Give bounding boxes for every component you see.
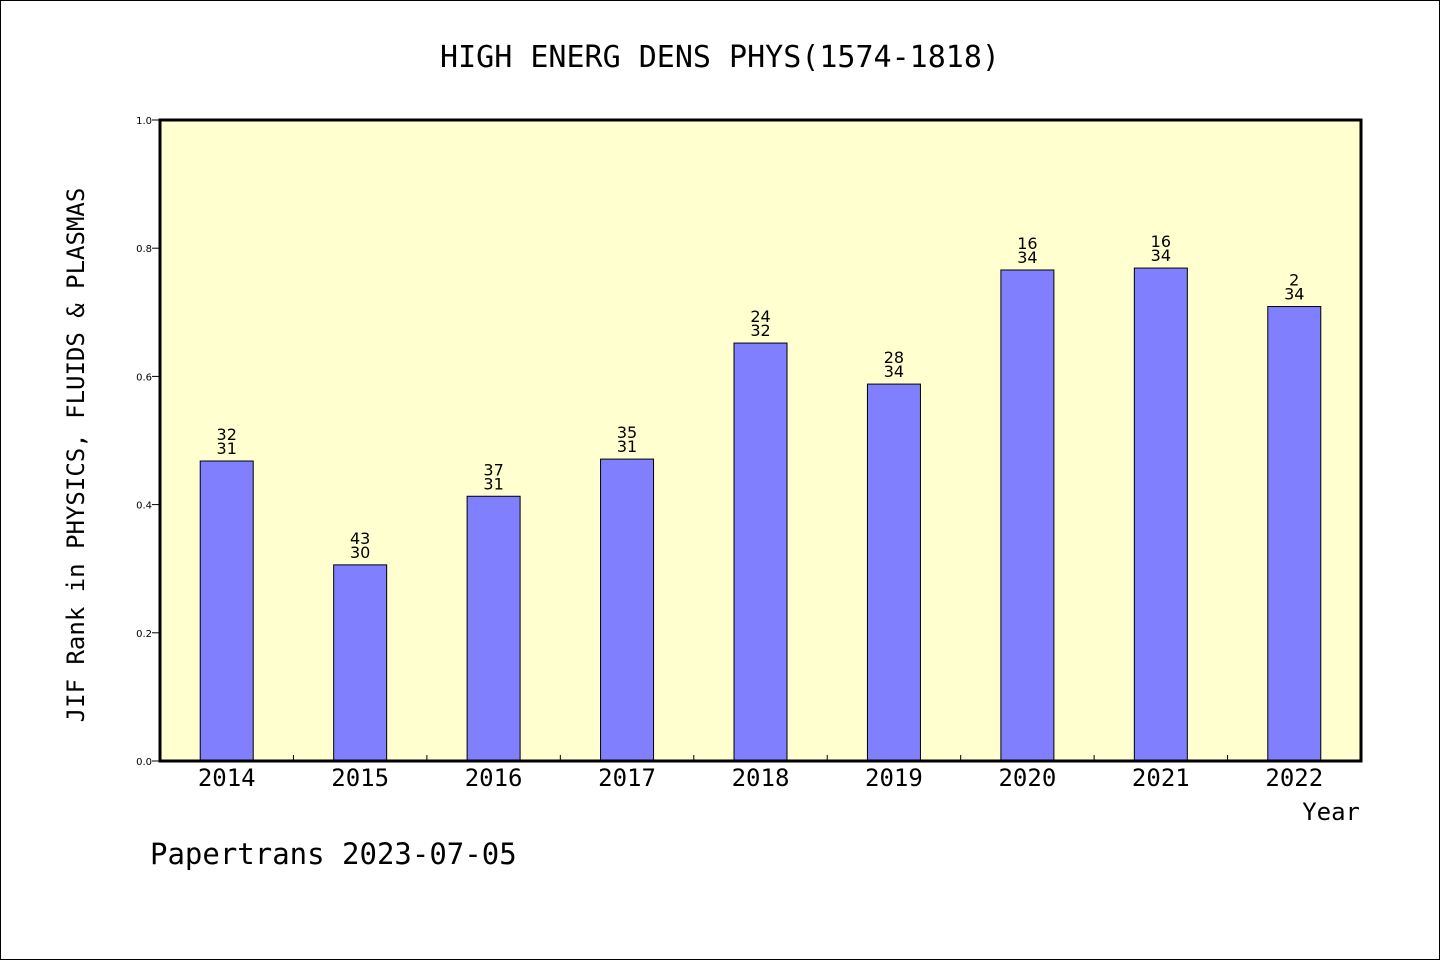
bar-rank-label: 35 — [617, 423, 637, 442]
x-tick-label: 2019 — [865, 764, 923, 792]
bar-rank-label: 16 — [1151, 232, 1171, 251]
bar-total-label: 31 — [483, 474, 503, 493]
bar-total-label: 34 — [1017, 248, 1037, 267]
y-tick-label: 0.0 — [136, 757, 152, 768]
y-tick-label: 0.4 — [136, 501, 152, 512]
bar-total-label: 34 — [1151, 246, 1171, 265]
x-tick-label: 2016 — [465, 764, 523, 792]
chart-title: HIGH ENERG DENS PHYS(1574-1818) — [440, 40, 1000, 75]
bars — [199, 267, 1322, 762]
bar-total-label: 31 — [217, 439, 237, 458]
bar-total-label: 34 — [884, 362, 904, 381]
bar-2021 — [1133, 267, 1188, 762]
bar-2016 — [466, 495, 521, 762]
x-tick-label: 2018 — [732, 764, 790, 792]
bar-2017 — [600, 458, 655, 762]
bar-2019 — [866, 383, 921, 762]
bar-2020 — [1000, 269, 1055, 762]
x-tick-label: 2014 — [198, 764, 256, 792]
y-tick-label: 0.8 — [136, 244, 152, 255]
bar-rank-label: 16 — [1017, 234, 1037, 253]
bar-rank-label: 32 — [217, 425, 237, 444]
bar-2015 — [333, 564, 388, 762]
bar-total-label: 34 — [1284, 285, 1304, 304]
bar-rank-label: 28 — [884, 348, 904, 367]
y-tick-label: 1.0 — [136, 116, 152, 127]
bar-rank-label: 43 — [350, 529, 370, 548]
footer-text: Papertrans 2023-07-05 — [150, 837, 517, 871]
y-axis: 0.0 0.2 0.4 0.6 0.8 1.0 — [136, 116, 160, 768]
x-tick-label: 2015 — [331, 764, 389, 792]
bar-total-label: 31 — [617, 437, 637, 456]
bar-2018 — [733, 342, 788, 762]
bar-rank-label: 37 — [483, 460, 503, 479]
bar-rank-label: 2 — [1289, 271, 1299, 290]
y-axis-label: JIF Rank in PHYSICS, FLUIDS & PLASMAS — [62, 188, 90, 723]
y-tick-label: 0.2 — [136, 629, 152, 640]
bar-rank-label: 24 — [750, 307, 770, 326]
x-axis: 2014 2015 2016 2017 2018 2019 2020 2021 2022 — [198, 755, 1323, 792]
x-tick-label: 2021 — [1132, 764, 1190, 792]
x-tick-label: 2017 — [598, 764, 656, 792]
bar-total-label: 32 — [750, 321, 770, 340]
bar-total-label: 30 — [350, 543, 370, 562]
x-axis-label: Year — [1302, 798, 1360, 826]
bar-2022 — [1267, 306, 1322, 762]
y-tick-label: 0.6 — [136, 372, 152, 383]
bar-2014 — [199, 460, 254, 762]
plot-border — [158, 118, 1363, 763]
x-tick-label: 2020 — [998, 764, 1056, 792]
x-tick-label: 2022 — [1265, 764, 1323, 792]
